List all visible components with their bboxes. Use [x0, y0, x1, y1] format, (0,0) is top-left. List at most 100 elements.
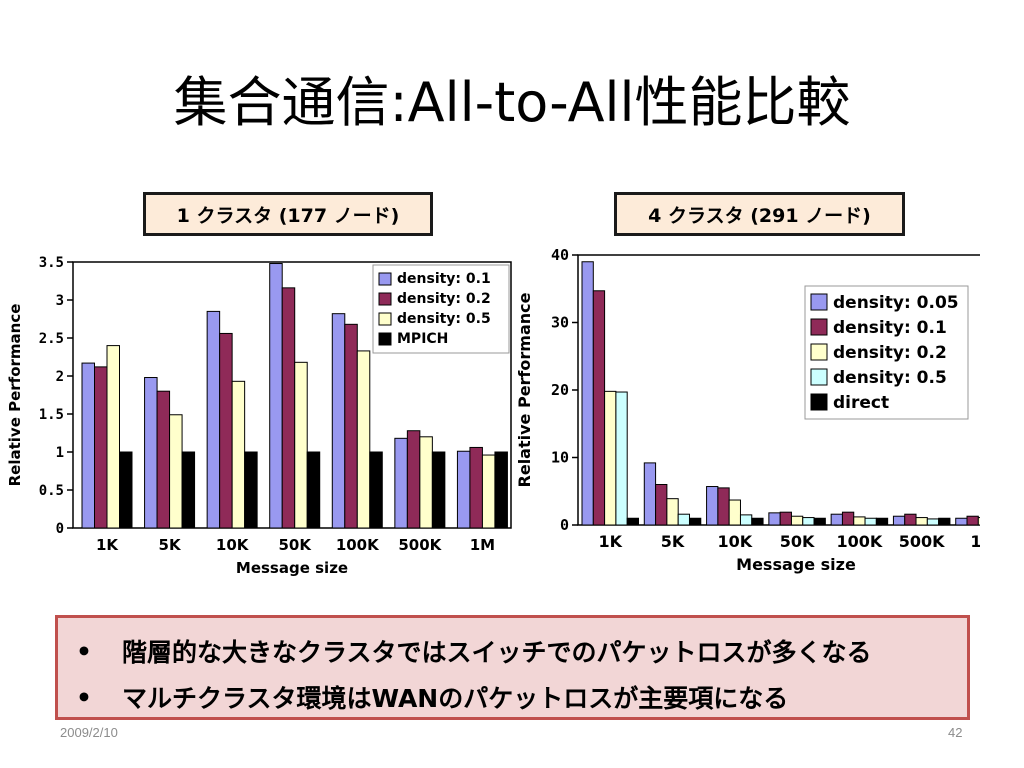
legend-label: density: 0.1: [397, 271, 491, 287]
bar: [494, 451, 508, 529]
bar: [581, 261, 594, 526]
legend-label: density: 0.2: [397, 291, 491, 307]
bar: [938, 517, 951, 526]
x-tick-label: 1K: [598, 532, 622, 551]
legend-swatch: [378, 332, 392, 346]
bullet-text: マルチクラスタ環境はWANのパケットロスが主要項になる: [122, 684, 789, 713]
legend-swatch: [810, 343, 828, 361]
bar: [706, 486, 719, 526]
legend-swatch: [378, 292, 392, 306]
legend-swatch: [378, 312, 392, 326]
x-tick-label: 10K: [216, 536, 250, 554]
y-tick-label: 0.5: [39, 483, 64, 499]
x-tick-label: 5K: [159, 536, 182, 554]
chart-label-1-cluster: 1 クラスタ (177 ノード): [143, 192, 433, 236]
bar: [864, 517, 877, 526]
bar: [926, 518, 940, 526]
legend-swatch: [810, 393, 828, 411]
bar: [469, 446, 483, 529]
bullet-marker: •: [76, 682, 92, 712]
y-tick-label: 2.5: [39, 331, 64, 347]
legend-label: direct: [833, 393, 889, 413]
legend-swatch: [810, 368, 828, 386]
legend-swatch: [810, 318, 828, 336]
y-tick-label: 0: [560, 516, 569, 534]
bar: [306, 451, 321, 529]
bar: [592, 290, 606, 526]
bar: [751, 517, 764, 526]
bar: [717, 487, 730, 526]
bar: [94, 366, 108, 529]
chart-label-4-cluster: 4 クラスタ (291 ノード): [614, 192, 905, 236]
y-tick-label: 1: [56, 445, 64, 461]
legend-swatch: [378, 272, 392, 286]
bar: [626, 517, 639, 526]
bar: [830, 513, 843, 526]
legend-swatch: [810, 293, 828, 311]
bar: [156, 390, 171, 529]
bar: [604, 390, 617, 526]
legend-label: density: 0.05: [833, 293, 959, 313]
bar: [431, 451, 446, 529]
x-tick-label: 100K: [336, 536, 380, 554]
x-tick-label: 10K: [717, 532, 752, 551]
bar: [643, 462, 657, 526]
bar: [666, 498, 679, 526]
bar: [106, 345, 120, 529]
bar: [169, 414, 183, 529]
bar: [231, 380, 246, 529]
bullet-marker: •: [76, 636, 92, 666]
x-tick-label: 500K: [899, 532, 945, 551]
bar: [344, 323, 358, 529]
bar: [369, 451, 383, 529]
bar: [853, 516, 866, 526]
y-tick-label: 3.5: [39, 255, 64, 271]
bullet-item: • 階層的な大きなクラスタではスイッチでのパケットロスが多くなる: [72, 628, 967, 674]
y-tick-label: 20: [551, 381, 569, 399]
footer-date: 2009/2/10: [60, 725, 118, 740]
bar: [739, 514, 753, 526]
bar: [790, 515, 804, 526]
bar: [181, 451, 196, 529]
y-tick-label: 3: [56, 293, 64, 309]
x-tick-label: 100K: [836, 532, 882, 551]
bar: [144, 377, 158, 529]
bullet-item: • マルチクラスタ環境はWANのパケットロスが主要項になる: [72, 674, 967, 720]
bar: [481, 454, 496, 529]
bar: [892, 515, 906, 526]
x-axis-title: Message size: [736, 555, 856, 574]
y-tick-label: 40: [551, 246, 569, 264]
bar: [81, 362, 95, 529]
x-tick-label: 1K: [96, 536, 119, 554]
legend-label: density: 0.5: [397, 311, 491, 327]
bar: [655, 484, 668, 526]
bar: [779, 511, 792, 526]
y-tick-label: 10: [551, 449, 569, 467]
x-tick-label: 50K: [780, 532, 815, 551]
bar: [904, 513, 917, 526]
bullet-box: • 階層的な大きなクラスタではスイッチでのパケットロスが多くなる • マルチクラ…: [55, 615, 970, 720]
bar: [768, 512, 781, 526]
y-axis-title: Relative Performance: [6, 304, 24, 487]
legend-box: [804, 285, 969, 420]
bar: [728, 499, 741, 526]
y-axis-title: Relative Performance: [515, 292, 534, 487]
x-tick-label: 50K: [278, 536, 312, 554]
x-axis-title: Message size: [236, 559, 348, 577]
bar: [294, 361, 308, 529]
x-tick-label: 1M: [470, 536, 495, 554]
y-tick-label: 0: [56, 521, 64, 537]
x-tick-label: 500K: [398, 536, 442, 554]
legend-label: density: 0.2: [833, 343, 947, 363]
bar: [356, 350, 371, 529]
bar: [456, 450, 471, 529]
bar: [219, 332, 233, 529]
bar: [394, 437, 408, 529]
bar: [688, 517, 702, 526]
bar: [281, 287, 296, 529]
page-number: 42: [948, 725, 963, 740]
x-tick-label: 5K: [661, 532, 685, 551]
bar: [955, 517, 968, 526]
bar: [269, 263, 283, 529]
bar: [813, 517, 826, 526]
